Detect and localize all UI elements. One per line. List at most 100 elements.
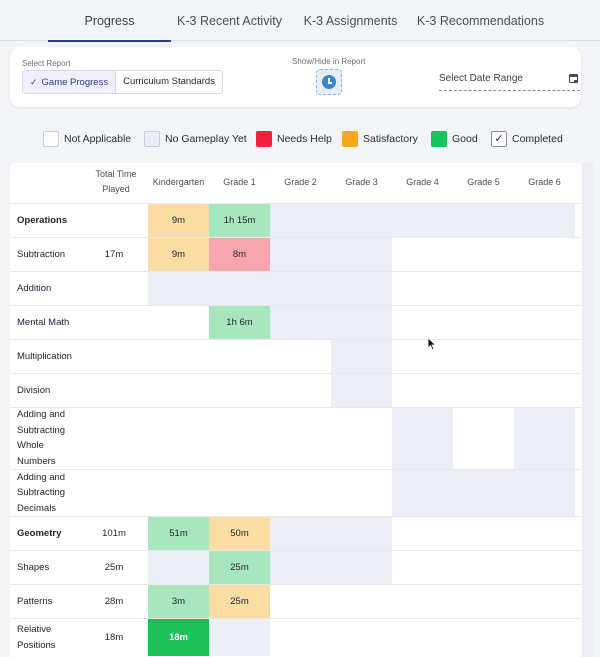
table-row: Division bbox=[10, 373, 582, 407]
date-range-picker[interactable]: Select Date Range bbox=[439, 69, 580, 91]
check-icon: ✓ bbox=[491, 131, 507, 147]
progress-cell[interactable]: 1h 6m bbox=[209, 306, 270, 339]
progress-cell[interactable]: 25m bbox=[209, 585, 270, 618]
skill-label: Multiplication bbox=[17, 350, 72, 362]
total-time-value bbox=[81, 272, 147, 305]
progress-cell bbox=[514, 517, 575, 550]
progress-cell bbox=[453, 408, 514, 469]
progress-cell bbox=[453, 619, 514, 656]
curriculum-standards-button[interactable]: Curriculum Standards bbox=[123, 76, 215, 87]
table-row: Adding and Subtracting Whole Numbers bbox=[10, 407, 582, 469]
skill-label: Adding and Subtracting Decimals bbox=[17, 471, 66, 514]
table-scrollbar[interactable] bbox=[582, 163, 593, 657]
progress-cell bbox=[148, 469, 209, 516]
progress-cell bbox=[209, 340, 270, 373]
legend-satisfactory: Satisfactory bbox=[342, 131, 418, 147]
table-row: 1h 6m Mental Math bbox=[10, 305, 582, 339]
total-time-value bbox=[81, 204, 147, 237]
header-grade-6: Grade 6 bbox=[528, 177, 561, 187]
skill-label: Shapes bbox=[17, 561, 50, 573]
show-hide-label: Show/Hide in Report bbox=[292, 57, 366, 66]
progress-cell bbox=[392, 238, 453, 271]
table-row: 9m 8m Subtraction 17m bbox=[10, 237, 582, 271]
progress-cell bbox=[453, 306, 514, 339]
progress-cell bbox=[392, 306, 453, 339]
progress-cell bbox=[331, 469, 392, 516]
progress-cell bbox=[453, 469, 514, 516]
progress-cell bbox=[270, 238, 331, 271]
progress-cell bbox=[453, 204, 514, 237]
progress-cell[interactable]: 9m bbox=[148, 204, 209, 237]
progress-cell bbox=[331, 517, 392, 550]
game-progress-button[interactable]: ✓ Game Progress bbox=[23, 71, 117, 93]
report-controls-card: Select Report ✓ Game Progress Curriculum … bbox=[10, 47, 581, 107]
progress-cell bbox=[514, 551, 575, 584]
progress-cell bbox=[270, 408, 331, 469]
total-time-value: 101m bbox=[102, 528, 126, 539]
tab-k3-recent-activity[interactable]: K-3 Recent Activity bbox=[177, 14, 282, 28]
progress-cell bbox=[331, 204, 392, 237]
table-row: 25m Shapes 25m bbox=[10, 550, 582, 584]
total-time-value: 28m bbox=[104, 596, 124, 607]
skill-label: Subtraction bbox=[17, 248, 66, 260]
progress-cell bbox=[514, 340, 575, 373]
legend-swatch bbox=[43, 131, 59, 147]
header-grade-1: Grade 1 bbox=[223, 177, 256, 187]
table-row: 18m Relative Positions 18m bbox=[10, 618, 582, 656]
progress-cell bbox=[209, 374, 270, 407]
progress-cell bbox=[453, 551, 514, 584]
legend-good: Good bbox=[431, 131, 478, 147]
progress-cell[interactable]: 25m bbox=[209, 551, 270, 584]
progress-cell bbox=[514, 469, 575, 516]
progress-cell bbox=[270, 374, 331, 407]
progress-cell[interactable]: 18m bbox=[148, 619, 209, 656]
progress-cell bbox=[270, 306, 331, 339]
progress-cell bbox=[270, 204, 331, 237]
progress-cell[interactable]: 50m bbox=[209, 517, 270, 550]
progress-cell bbox=[148, 551, 209, 584]
total-time-value bbox=[81, 374, 147, 407]
progress-cell bbox=[453, 585, 514, 618]
table-row: Adding and Subtracting Decimals bbox=[10, 468, 582, 516]
tab-progress[interactable]: Progress bbox=[48, 0, 171, 42]
progress-cell bbox=[514, 204, 575, 237]
header-grade-2: Grade 2 bbox=[284, 177, 317, 187]
progress-cell bbox=[209, 469, 270, 516]
skill-label: Adding and Subtracting Whole Numbers bbox=[17, 409, 66, 467]
skill-label: Addition bbox=[17, 282, 52, 294]
progress-cell bbox=[514, 272, 575, 305]
progress-cell[interactable]: 8m bbox=[209, 238, 270, 271]
skill-label: Mental Math bbox=[17, 316, 70, 328]
tab-k3-assignments[interactable]: K-3 Assignments bbox=[303, 14, 398, 28]
progress-cell[interactable]: 3m bbox=[148, 585, 209, 618]
progress-cell bbox=[392, 374, 453, 407]
calendar-icon bbox=[569, 74, 578, 83]
progress-cell bbox=[270, 551, 331, 584]
table-section-row: 51m 50m Geometry 101m bbox=[10, 516, 582, 550]
tab-k3-recommendations[interactable]: K-3 Recommendations bbox=[416, 14, 545, 28]
progress-cell bbox=[392, 551, 453, 584]
progress-cell bbox=[392, 408, 453, 469]
progress-cell bbox=[331, 585, 392, 618]
show-hide-clock-button[interactable] bbox=[316, 69, 342, 95]
progress-cell bbox=[453, 238, 514, 271]
progress-cell[interactable]: 1h 15m bbox=[209, 204, 270, 237]
section-label: Operations bbox=[17, 214, 68, 226]
progress-cell bbox=[209, 408, 270, 469]
progress-cell[interactable]: 9m bbox=[148, 238, 209, 271]
total-time-value: 25m bbox=[104, 562, 124, 573]
progress-cell bbox=[270, 469, 331, 516]
progress-cell[interactable]: 51m bbox=[148, 517, 209, 550]
total-time-value bbox=[81, 408, 147, 469]
total-time-value: 18m bbox=[104, 632, 124, 643]
progress-cell bbox=[331, 374, 392, 407]
legend-swatch bbox=[431, 131, 447, 147]
progress-cell bbox=[270, 585, 331, 618]
progress-cell bbox=[392, 272, 453, 305]
table-row: 3m 25m Patterns 28m bbox=[10, 584, 582, 618]
progress-cell bbox=[270, 340, 331, 373]
progress-cell bbox=[392, 340, 453, 373]
progress-cell bbox=[392, 204, 453, 237]
table-row: Addition bbox=[10, 271, 582, 305]
total-time-value bbox=[81, 340, 147, 373]
